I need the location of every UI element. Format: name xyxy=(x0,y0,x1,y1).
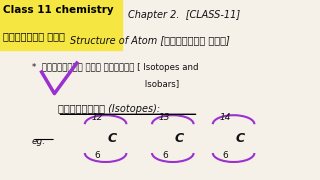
Text: Isobars]: Isobars] xyxy=(32,79,179,88)
Text: পৰমাণুৰ গঠন: পৰমাণুৰ গঠন xyxy=(3,32,65,42)
Text: Class 11 chemistry: Class 11 chemistry xyxy=(3,5,114,15)
Text: 6: 6 xyxy=(223,151,228,160)
Text: 14: 14 xyxy=(220,113,231,122)
Text: 12: 12 xyxy=(92,113,103,122)
Text: 6: 6 xyxy=(95,151,100,160)
Text: সম্ভাবিক (Isotopes):: সম্ভাবিক (Isotopes): xyxy=(58,104,160,114)
Text: Structure of Atom [পৰমাণুৰ গঠন]: Structure of Atom [পৰমাণুৰ গঠন] xyxy=(70,35,230,45)
Text: 13: 13 xyxy=(159,113,171,122)
Text: *  সম্ভাবিক আৰু সমভাৰী [ Isotopes and: * সম্ভাবিক আৰু সমভাৰী [ Isotopes and xyxy=(32,63,198,72)
Text: Chapter 2.  [CLASS-11]: Chapter 2. [CLASS-11] xyxy=(128,10,240,20)
Text: 6: 6 xyxy=(162,151,168,160)
Text: C: C xyxy=(108,132,116,145)
Text: eg.: eg. xyxy=(32,137,46,146)
Bar xyxy=(0,0,122,50)
Text: C: C xyxy=(175,132,184,145)
Text: C: C xyxy=(236,132,244,145)
